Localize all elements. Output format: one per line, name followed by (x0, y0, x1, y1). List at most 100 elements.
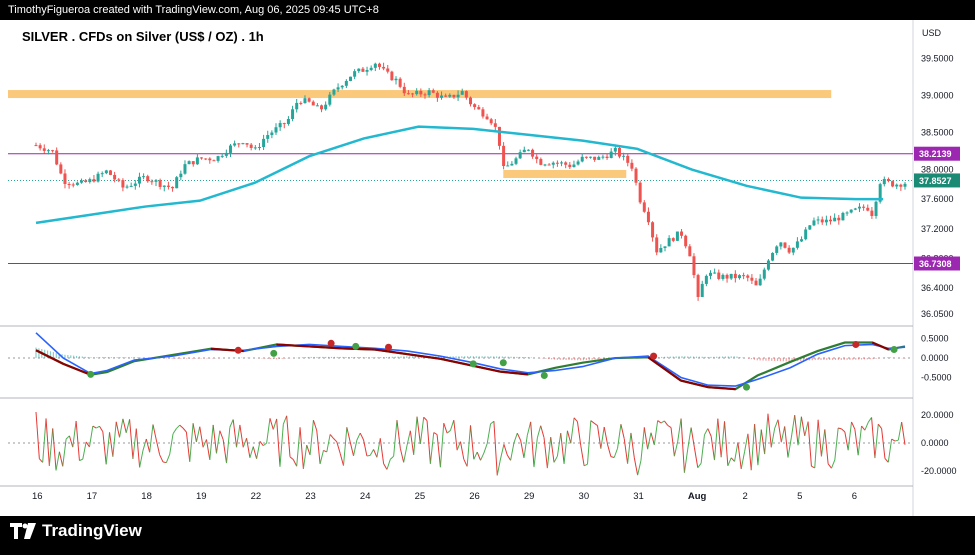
oscillator-segment (804, 421, 809, 436)
oscillator-segment (637, 460, 642, 476)
oscillator-segment (877, 423, 883, 429)
candle-body (390, 71, 394, 81)
oscillator-segment (710, 436, 715, 461)
candle-body (237, 143, 241, 145)
candle-body (158, 180, 162, 187)
oscillator-segment (256, 441, 261, 459)
oscillator-segment (132, 428, 137, 459)
oscillator-segment (851, 421, 856, 430)
candle-body (638, 182, 642, 203)
oscillator-segment (864, 422, 869, 431)
oscillator-segment (713, 418, 719, 461)
oscillator-segment (429, 432, 435, 464)
candle-body (51, 150, 55, 152)
oscillator-segment (603, 426, 609, 445)
oscillator-segment (72, 420, 77, 448)
candle-body (609, 151, 613, 158)
oscillator-segment (480, 452, 485, 461)
candle-body (386, 68, 390, 72)
candle-body (282, 123, 286, 125)
oscillator-segment (376, 438, 381, 458)
candle-body (551, 162, 555, 165)
candle-body (526, 149, 530, 151)
oscillator-segment (520, 440, 525, 459)
candle-body (104, 170, 108, 174)
chart-area[interactable]: USD 39.5000 39.0000 38.5000 38.0000 37.6000 37… (0, 20, 975, 516)
oscillator-segment (657, 420, 662, 424)
oscillator-segment (787, 437, 792, 458)
candle-body (353, 71, 357, 77)
candle-body (274, 127, 278, 133)
oscillator-segment (419, 417, 425, 444)
oscillator-segment (105, 432, 111, 465)
candle-body (175, 177, 179, 189)
candle-body (332, 89, 336, 95)
oscillator-segment (122, 418, 127, 433)
oscillator-segment (185, 432, 191, 462)
oscillator-segment (563, 430, 568, 464)
oscillator-segment (162, 461, 167, 464)
oscillator-segment (831, 459, 836, 469)
candle-body (866, 207, 870, 211)
oscillator-segment (838, 427, 842, 430)
candle-body (709, 272, 713, 276)
oscillator-segment (115, 421, 121, 438)
oscillator-segment (897, 421, 903, 441)
macd-signal-falling-segment (500, 370, 528, 376)
price-label-badge (914, 146, 960, 161)
candle-body (626, 155, 630, 163)
oscillator-segment (259, 441, 264, 446)
candle-body (696, 275, 700, 297)
candle-body (233, 143, 237, 146)
candle-body (440, 95, 444, 98)
oscillator-segment (209, 424, 214, 460)
oscillator-segment (172, 428, 177, 435)
chart-svg[interactable]: USD 39.5000 39.0000 38.5000 38.0000 37.6000 37… (0, 20, 975, 516)
oscillator-segment (309, 420, 314, 456)
price-tick-label: 39.5000 (921, 54, 954, 64)
candle-body (311, 101, 315, 106)
oscillator-segment (647, 432, 652, 450)
oscillator-segment (704, 428, 709, 436)
oscillator-segment (570, 417, 575, 444)
macd-line (35, 332, 906, 387)
candle-body (154, 180, 158, 182)
oscillator-segment (730, 457, 735, 462)
oscillator-segment (393, 420, 398, 457)
price-tick-label: 39.0000 (921, 91, 954, 101)
candle-body (849, 209, 853, 213)
oscillator-segment (102, 431, 107, 465)
candle-body (671, 238, 675, 241)
oscillator-segment (486, 423, 492, 444)
candle-body (146, 176, 150, 182)
x-axis-tick-label: 23 (305, 491, 316, 502)
candle-body (543, 164, 547, 166)
candle-body (853, 208, 857, 210)
candle-body (642, 202, 646, 212)
oscillator-segment (506, 454, 512, 461)
oscillator-segment (82, 441, 87, 460)
oscillator-segment (399, 448, 405, 463)
oscillator-segment (670, 427, 675, 457)
candle-body (80, 180, 84, 183)
oscillator-segment (413, 416, 418, 455)
candle-body (435, 92, 439, 98)
candle-body (812, 220, 816, 226)
credit-text: TimothyFigueroa created with TradingView… (8, 4, 379, 16)
oscillator-segment (827, 463, 832, 469)
oscillator-segment (312, 420, 318, 431)
oscillator-segment (92, 425, 97, 429)
oscillator-segment (807, 421, 812, 467)
macd-tick-label: 0.0000 (921, 353, 949, 363)
oscillator-tick-label: 20.0000 (921, 410, 954, 420)
oscillator-segment (466, 425, 471, 467)
oscillator-segment (386, 459, 391, 470)
price-label-badge (914, 256, 960, 271)
oscillator-segment (289, 456, 294, 461)
candle-body (108, 170, 112, 175)
candle-body (67, 184, 71, 186)
oscillator-segment (219, 430, 224, 440)
footer-brand[interactable]: TradingView (10, 521, 142, 541)
price-label-text: 37.8527 (919, 176, 952, 186)
oscillator-segment (887, 439, 893, 463)
